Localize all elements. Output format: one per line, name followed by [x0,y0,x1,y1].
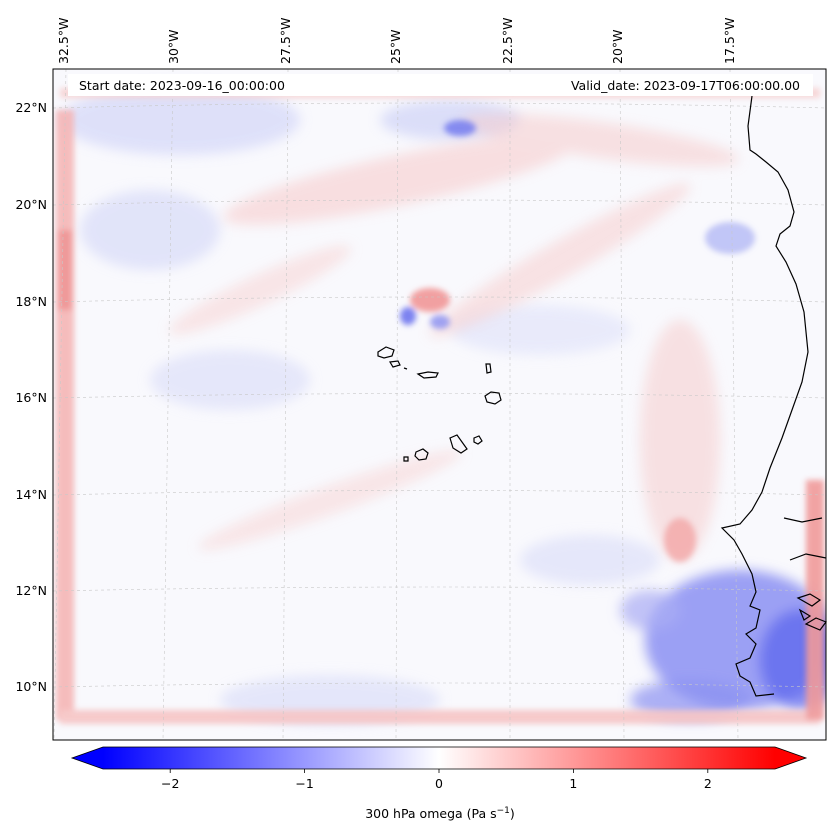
lon-label-20w: 20°W [610,29,625,64]
colorbar-tick-label: 2 [704,776,712,791]
colorbar-ticks: −2 −1 0 1 2 [161,769,712,791]
lat-label-22n: 22°N [15,100,47,115]
colorbar-title-exponent: −1 [496,806,510,816]
map-panel: Start date: 2023-09-16_00:00:00 Valid_da… [52,68,827,741]
lat-label-18n: 18°N [15,294,47,309]
lat-label-14n: 14°N [15,487,47,502]
latitude-labels: 22°N 20°N 18°N 16°N 14°N 12°N 10°N [15,100,47,694]
lon-label-27-5w: 27.5°W [278,18,293,64]
start-date-label: Start date: 2023-09-16_00:00:00 [79,78,285,93]
lat-label-20n: 20°N [15,197,47,212]
island-santa-luzia [403,367,408,370]
colorbar-outline [70,746,808,770]
lon-label-30w: 30°W [166,29,181,64]
island-maio [473,435,483,445]
colorbar-title: 300 hPa omega (Pa s−1) [0,806,837,821]
valid-date-label: Valid_date: 2023-09-17T06:00:00.00 [571,78,800,93]
island-santiago [449,434,468,454]
colorbar-title-main: 300 hPa omega (Pa s [365,806,497,822]
colorbar-title-close: ) [509,806,515,822]
omega-field [56,85,826,725]
graticule [52,68,827,741]
map-frame [52,68,827,741]
lon-label-32-5w: 32.5°W [56,18,71,64]
lon-label-22-5w: 22.5°W [500,18,515,64]
colorbar-gradient [103,747,775,769]
lat-label-10n: 10°N [15,679,47,694]
lat-label-12n: 12°N [15,583,47,598]
colorbar-tick-label: −2 [161,776,179,791]
island-brava [403,456,409,462]
colorbar-tick-label: −1 [295,776,313,791]
island-sao-vicente [389,360,401,368]
colorbar: −2 −1 0 1 2 [70,746,808,791]
colorbar-tick-label: 1 [569,776,577,791]
lon-label-25w: 25°W [388,29,403,64]
island-boa-vista [484,391,502,405]
island-sao-nicolau [416,371,439,379]
colorbar-extend-max [775,747,806,769]
cabo-verde-islands [377,346,502,462]
colorbar-tick-label: 0 [435,776,443,791]
island-santo-antao [377,346,395,359]
lat-label-16n: 16°N [15,390,47,405]
island-sal [485,363,492,374]
colorbar-extend-min [72,747,103,769]
header-strip [68,74,813,96]
lon-label-17-5w: 17.5°W [722,18,737,64]
island-fogo [414,448,429,461]
longitude-labels: 32.5°W 30°W 27.5°W 25°W 22.5°W 20°W 17.5… [56,18,737,64]
